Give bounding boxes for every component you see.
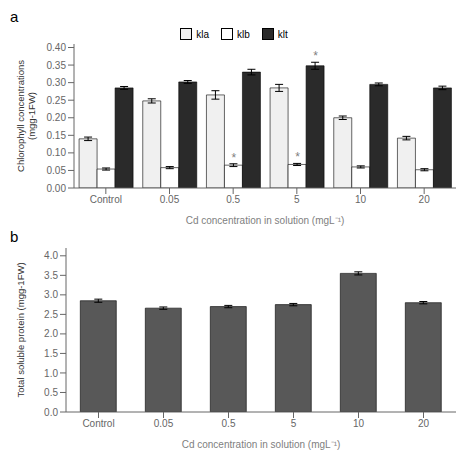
html-text:klb: klb — [237, 28, 250, 40]
svg-text:0.35: 0.35 — [47, 60, 67, 71]
svg-text:Control: Control — [82, 418, 114, 429]
svg-text:0.05: 0.05 — [47, 165, 67, 176]
svg-text:1.0: 1.0 — [44, 368, 58, 379]
svg-text:5: 5 — [294, 194, 300, 205]
svg-text:2.0: 2.0 — [44, 328, 58, 339]
html-text:a: a — [10, 8, 19, 25]
svg-text:0.0: 0.0 — [44, 407, 58, 418]
svg-text:10: 10 — [355, 194, 367, 205]
svg-text:0.25: 0.25 — [47, 95, 67, 106]
svg-text:2.5: 2.5 — [44, 309, 58, 320]
svg-text:0.5: 0.5 — [222, 418, 236, 429]
svg-text:10: 10 — [353, 418, 365, 429]
svg-text:0.05: 0.05 — [154, 418, 174, 429]
svg-text:(mgg-1FW): (mgg-1FW) — [26, 92, 37, 140]
svg-text:0.10: 0.10 — [47, 147, 67, 158]
svg-text:1.5: 1.5 — [44, 348, 58, 359]
html-text:kla: kla — [196, 28, 209, 40]
svg-text:20: 20 — [418, 418, 430, 429]
svg-text:0.40: 0.40 — [47, 42, 67, 53]
svg-text:20: 20 — [419, 194, 431, 205]
svg-text:3.5: 3.5 — [44, 270, 58, 281]
svg-text:Control: Control — [90, 194, 122, 205]
svg-text:0.30: 0.30 — [47, 77, 67, 88]
svg-text:*: * — [313, 49, 318, 63]
svg-text:0.5: 0.5 — [226, 194, 240, 205]
svg-text:5: 5 — [291, 418, 297, 429]
svg-text:*: * — [231, 151, 236, 165]
svg-text:*: * — [295, 150, 300, 164]
svg-text:0.05: 0.05 — [160, 194, 180, 205]
svg-text:3.0: 3.0 — [44, 289, 58, 300]
html-text:klt: klt — [277, 28, 288, 40]
svg-text:0.20: 0.20 — [47, 112, 67, 123]
html-text:b: b — [10, 228, 19, 245]
svg-text:0.00: 0.00 — [47, 183, 67, 194]
svg-text:4.0: 4.0 — [44, 250, 58, 261]
svg-text:0.15: 0.15 — [47, 130, 67, 141]
svg-text:Chlorophyll concentrations: Chlorophyll concentrations — [15, 60, 26, 172]
svg-text:0.5: 0.5 — [44, 387, 58, 398]
svg-text:Total soluble protein (mgg-1FW: Total soluble protein (mgg-1FW) — [15, 262, 26, 397]
svg-text:Cd concentration in solution (: Cd concentration in solution (mgL⁻¹) — [186, 215, 345, 226]
svg-text:Cd concentration in solution (: Cd concentration in solution (mgL⁻¹) — [182, 439, 341, 450]
